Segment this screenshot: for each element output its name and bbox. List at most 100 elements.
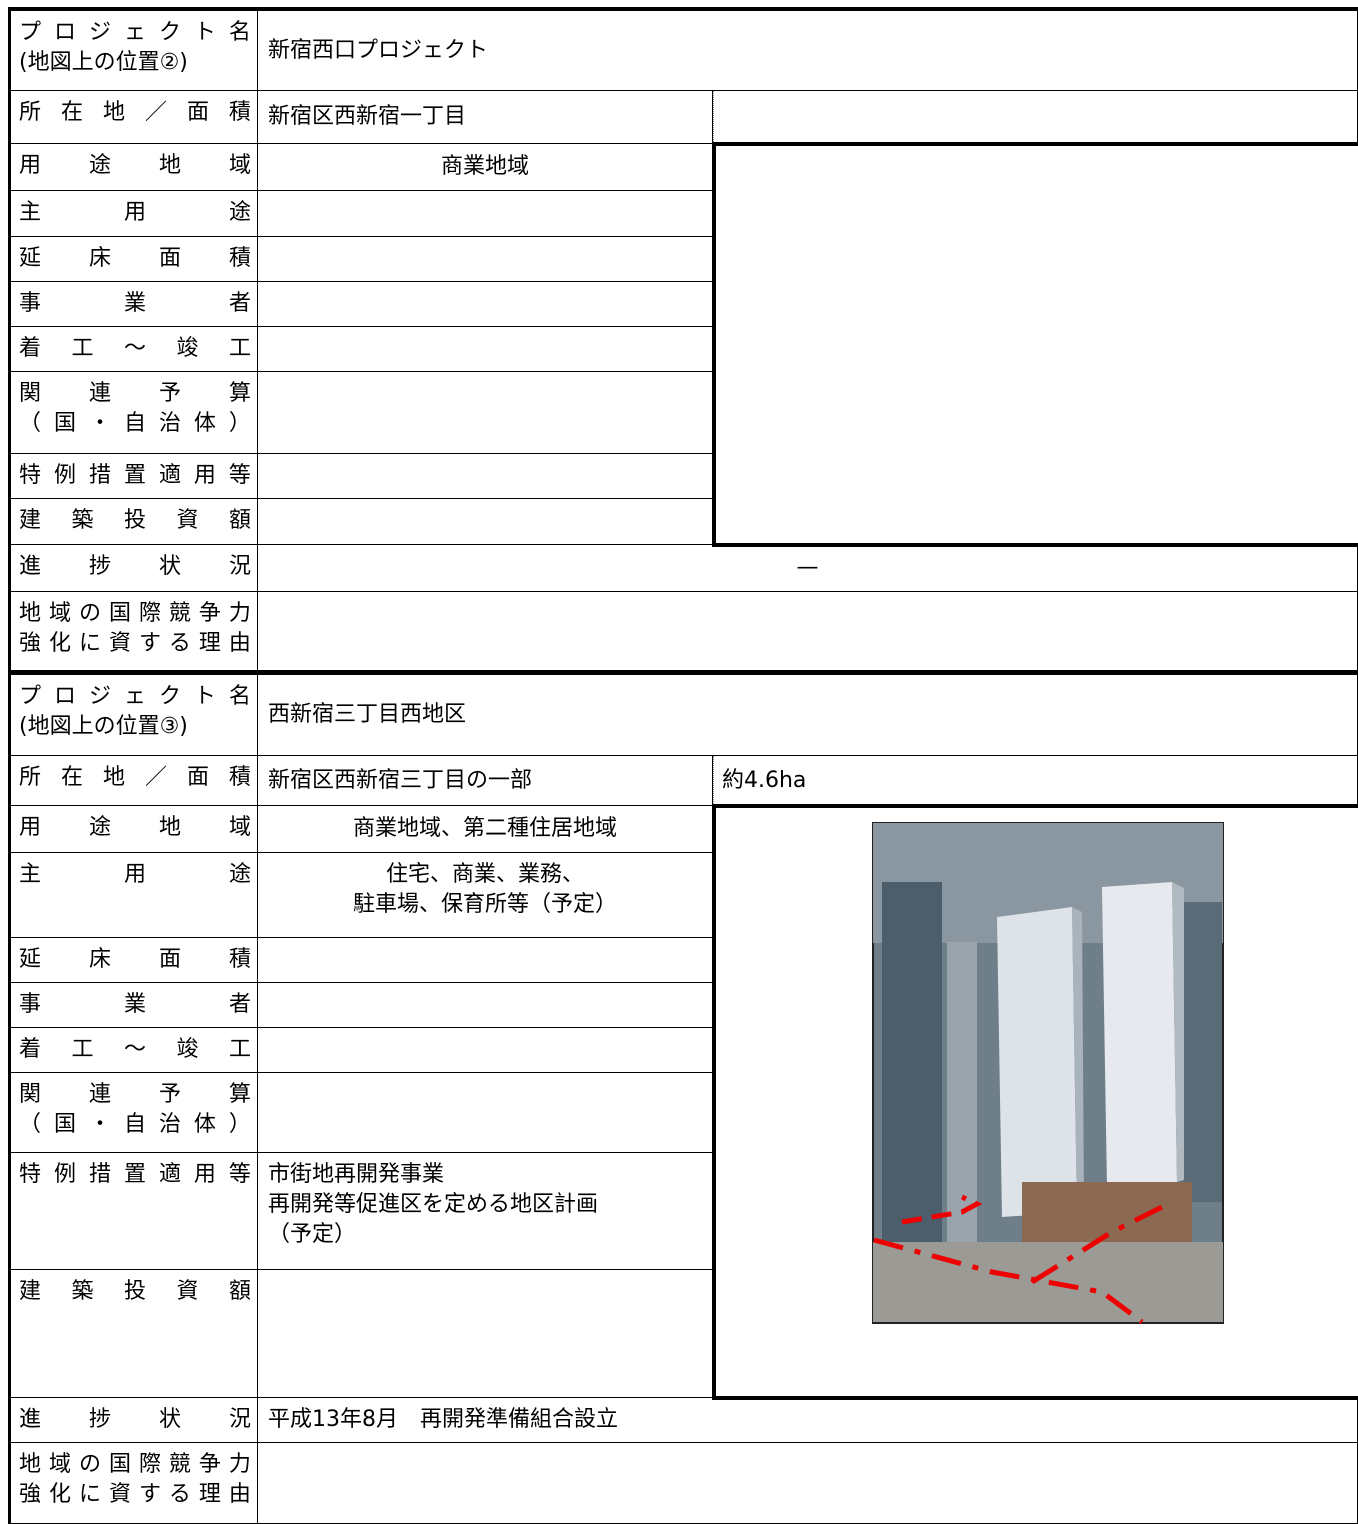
text-line: 市街地再開発事業 xyxy=(268,1162,445,1187)
row-value xyxy=(258,1270,713,1398)
row-label: 延床面積 xyxy=(11,938,258,983)
text-line: （国・自治体） xyxy=(19,411,251,436)
row-label: 進捗状況 xyxy=(11,1398,258,1443)
text-line: 進捗状況 xyxy=(19,1407,251,1432)
row-label: プロジェクト名 (地図上の位置②) xyxy=(11,11,258,91)
text-line: 事業者 xyxy=(19,291,251,316)
row-value: 西新宿三丁目西地区 xyxy=(258,675,1358,756)
row-label: 所在地／面積 xyxy=(11,91,258,144)
row-value xyxy=(258,499,713,545)
row-label: 所在地／面積 xyxy=(11,756,258,806)
row-label: 地域の国際競争力強化に資する理由 xyxy=(11,1443,258,1524)
row-label: 主用途 xyxy=(11,191,258,237)
row-label: 進捗状況 xyxy=(11,545,258,592)
left-border xyxy=(8,7,11,1524)
row-value xyxy=(258,983,713,1028)
rendering-photo xyxy=(872,822,1224,1324)
text-line: 商業地域、第二種住居地域 xyxy=(352,816,617,841)
row-label: 建築投資額 xyxy=(11,499,258,545)
row-extra: 約4.6ha xyxy=(713,756,1358,806)
row-value: 市街地再開発事業再開発等促進区を定める地区計画 （予定） xyxy=(258,1153,713,1270)
text-line: 地域の国際競争力 xyxy=(19,1452,251,1477)
text-line: プロジェクト名 xyxy=(19,20,251,45)
text-line: 特例措置適用等 xyxy=(19,1162,251,1187)
row-value xyxy=(258,1443,1358,1524)
text-line: 駐車場、保育所等（予定） xyxy=(352,892,617,917)
row-value: 商業地域 xyxy=(258,144,713,191)
row-label: 事業者 xyxy=(11,282,258,327)
text-line: 着工～竣工 xyxy=(19,336,251,361)
text-line: 延床面積 xyxy=(19,246,251,271)
text-line: 着工～竣工 xyxy=(19,1037,251,1062)
section-border xyxy=(8,7,1358,11)
text-line: 建築投資額 xyxy=(19,508,251,533)
text-line: （予定） xyxy=(268,1222,357,1247)
text-line: 主用途 xyxy=(19,862,251,887)
text-line: — xyxy=(796,555,819,580)
text-line: 主用途 xyxy=(19,200,251,225)
row-label: 建築投資額 xyxy=(11,1270,258,1398)
row-value: 商業地域、第二種住居地域 xyxy=(258,806,713,853)
text-line: (地図上の位置②) xyxy=(19,50,188,75)
text-line: 新宿西口プロジェクト xyxy=(268,37,489,63)
row-value: 平成13年8月 再開発準備組合設立 xyxy=(258,1398,1358,1443)
row-label: 特例措置適用等 xyxy=(11,454,258,499)
row-label: プロジェクト名 (地図上の位置③) xyxy=(11,675,258,756)
text-line: 建築投資額 xyxy=(19,1279,251,1304)
text-line: 関連予算 xyxy=(19,1082,251,1107)
text-line: 関連予算 xyxy=(19,381,251,406)
text-line: 地域の国際競争力 xyxy=(19,601,251,626)
row-extra xyxy=(713,91,1358,144)
row-label: 着工～竣工 xyxy=(11,1028,258,1073)
text-line: プロジェクト名 xyxy=(19,684,251,709)
image-panel xyxy=(712,804,1358,1400)
text-line: 延床面積 xyxy=(19,947,251,972)
row-label: 事業者 xyxy=(11,983,258,1028)
row-label: 地域の国際競争力強化に資する理由 xyxy=(11,592,258,671)
text-line: 特例措置適用等 xyxy=(19,463,251,488)
row-value: 新宿西口プロジェクト xyxy=(258,11,1358,91)
row-label: 着工～竣工 xyxy=(11,327,258,372)
row-value: 新宿区西新宿三丁目の一部 xyxy=(258,756,713,806)
image-panel xyxy=(712,142,1358,547)
row-label: 関連予算 （国・自治体） xyxy=(11,1073,258,1153)
text-line: 用途地域 xyxy=(19,153,251,178)
text-line: 新宿区西新宿三丁目の一部 xyxy=(268,767,533,793)
row-value xyxy=(258,454,713,499)
text-line: （国・自治体） xyxy=(19,1112,251,1137)
row-label: 主用途 xyxy=(11,853,258,938)
text-line: 新宿区西新宿一丁目 xyxy=(268,104,467,129)
text-line: 強化に資する理由 xyxy=(19,1482,251,1507)
row-value: 新宿区西新宿一丁目 xyxy=(258,91,713,144)
row-value xyxy=(258,1073,713,1153)
section-border xyxy=(8,671,1358,675)
text-line: 西新宿三丁目西地区 xyxy=(268,702,467,727)
text-line: (地図上の位置③) xyxy=(19,714,188,739)
row-label: 用途地域 xyxy=(11,144,258,191)
row-value: 住宅、商業、業務、 駐車場、保育所等（予定） xyxy=(258,853,713,938)
row-label: 関連予算 （国・自治体） xyxy=(11,372,258,454)
text-line: 所在地／面積 xyxy=(19,100,251,125)
text-line: 事業者 xyxy=(19,992,251,1017)
row-value xyxy=(258,282,713,327)
row-value xyxy=(258,592,1358,671)
text-line: 用途地域 xyxy=(19,815,251,840)
text-line: 再開発等促進区を定める地区計画 xyxy=(268,1192,599,1217)
text-line: 強化に資する理由 xyxy=(19,631,251,656)
text-line: 平成13年8月 再開発準備組合設立 xyxy=(268,1407,618,1432)
row-label: 延床面積 xyxy=(11,237,258,282)
row-label: 特例措置適用等 xyxy=(11,1153,258,1270)
row-value xyxy=(258,327,713,372)
row-value xyxy=(258,237,713,282)
row-value xyxy=(258,372,713,454)
text-line: 商業地域 xyxy=(440,154,529,179)
row-label: 用途地域 xyxy=(11,806,258,853)
text-line: 約4.6ha xyxy=(722,767,807,793)
text-line: 進捗状況 xyxy=(19,554,251,579)
row-value xyxy=(258,191,713,237)
row-value xyxy=(258,938,713,983)
text-line: 所在地／面積 xyxy=(19,765,251,790)
row-value: — xyxy=(258,545,1358,592)
row-value xyxy=(258,1028,713,1073)
